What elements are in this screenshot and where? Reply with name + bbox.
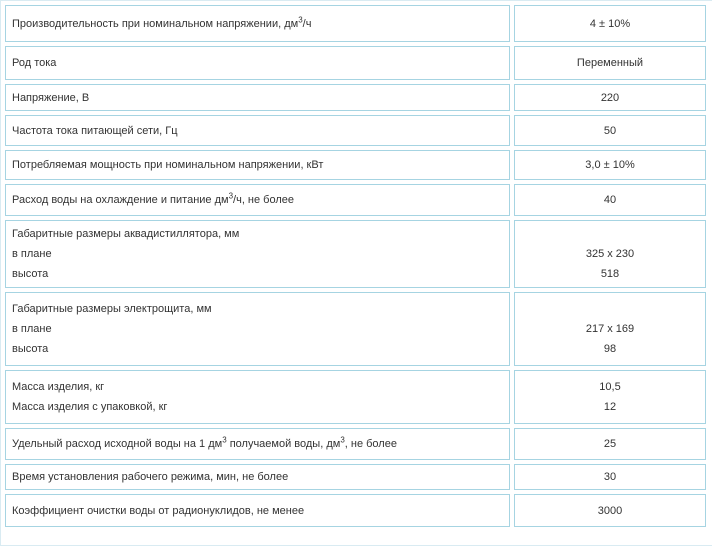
spec-value-line: 4 ± 10% bbox=[589, 17, 631, 30]
spec-value-line: 3000 bbox=[597, 504, 623, 517]
spec-label-line: Частота тока питающей сети, Гц bbox=[12, 121, 503, 141]
spec-value-line: 25 bbox=[603, 438, 617, 450]
superscript-text: 3 bbox=[340, 435, 345, 445]
spec-value-cell: 40 bbox=[514, 184, 706, 216]
spec-label-cell: Масса изделия, кг Масса изделия с упаковк… bbox=[5, 370, 510, 424]
label-text: высота bbox=[12, 268, 49, 280]
label-text: /ч, не более bbox=[233, 194, 295, 206]
spec-value-line bbox=[521, 224, 699, 244]
spec-label-line: Масса изделия, кг bbox=[12, 377, 503, 397]
spec-label-line: Габаритные размеры аквадистиллятора, мм bbox=[12, 224, 503, 244]
spec-label-line: Потребляемая мощность при номинальном на… bbox=[12, 155, 503, 175]
spec-value-line: 10,5 bbox=[599, 381, 621, 393]
spec-label-cell: Потребляемая мощность при номинальном на… bbox=[5, 150, 510, 180]
table-row: Расход воды на охлаждение и питание дм3/… bbox=[5, 184, 706, 216]
spec-label-line: Масса изделия с упаковкой, кг bbox=[12, 397, 503, 417]
spec-value-cell: Переменный bbox=[514, 46, 706, 80]
spec-label-line: Род тока bbox=[12, 53, 503, 73]
spec-value-line: 217 x 169 bbox=[585, 323, 635, 335]
label-text: Коэффициент очистки воды от радионуклидо… bbox=[12, 504, 305, 517]
spec-value-cell: 30 bbox=[514, 464, 706, 490]
label-text: в плане bbox=[12, 248, 52, 260]
label-text: Удельный расход исходной воды на 1 дм bbox=[12, 438, 223, 450]
spec-label-line: высота bbox=[12, 339, 503, 359]
spec-label-line: Удельный расход исходной воды на 1 дм3 п… bbox=[12, 434, 503, 454]
label-text: Время установления рабочего режима, мин,… bbox=[12, 471, 289, 483]
spec-value-line: 98 bbox=[603, 343, 617, 355]
spec-label-cell: Габаритные размеры аквадистиллятора, мм в… bbox=[5, 220, 510, 288]
table-row: Частота тока питающей сети, Гц 50 bbox=[5, 115, 706, 146]
label-text: высота bbox=[12, 343, 49, 355]
spec-label-line: Производительность при номинальном напря… bbox=[12, 14, 503, 34]
spec-table-body: Производительность при номинальном напря… bbox=[5, 5, 706, 527]
spec-value-line: 50 bbox=[603, 124, 617, 137]
spec-label-line: Время установления рабочего режима, мин,… bbox=[12, 467, 503, 487]
spec-value-line: 325 x 230 bbox=[585, 248, 635, 260]
spec-value-cell: 25 bbox=[514, 428, 706, 460]
spec-label-line: в плане bbox=[12, 244, 503, 264]
label-text: Габаритные размеры электрощита, мм bbox=[12, 303, 212, 315]
spec-value-cell: 220 bbox=[514, 84, 706, 111]
spec-label-line: Напряжение, В bbox=[12, 88, 503, 108]
spec-label-cell: Напряжение, В bbox=[5, 84, 510, 111]
label-text: , не более bbox=[344, 438, 397, 450]
spec-label-line: Габаритные размеры электрощита, мм bbox=[12, 299, 503, 319]
spec-value-line: 12 bbox=[603, 401, 617, 413]
spec-value-cell: 3,0 ± 10% bbox=[514, 150, 706, 180]
spec-value-cell: 217 x 169 98 bbox=[514, 292, 706, 366]
spec-label-cell: Род тока bbox=[5, 46, 510, 80]
spec-label-cell: Расход воды на охлаждение и питание дм3/… bbox=[5, 184, 510, 216]
spec-label-cell: Габаритные размеры электрощита, мм в план… bbox=[5, 292, 510, 366]
label-text: Род тока bbox=[12, 57, 57, 69]
label-text: Напряжение, В bbox=[12, 91, 90, 104]
spec-value-cell: 4 ± 10% bbox=[514, 5, 706, 42]
spec-label-cell: Коэффициент очистки воды от радионуклидо… bbox=[5, 494, 510, 527]
table-row: Масса изделия, кг Масса изделия с упаковк… bbox=[5, 370, 706, 424]
label-text: /ч bbox=[302, 17, 312, 30]
table-row: Род тока Переменный bbox=[5, 46, 706, 80]
table-row: Производительность при номинальном напря… bbox=[5, 5, 706, 42]
table-row: Напряжение, В 220 bbox=[5, 84, 706, 111]
spec-value-line: 518 bbox=[600, 268, 620, 280]
label-text: в плане bbox=[12, 323, 52, 335]
table-row: Удельный расход исходной воды на 1 дм3 п… bbox=[5, 428, 706, 460]
spec-label-cell: Производительность при номинальном напря… bbox=[5, 5, 510, 42]
spec-value-line bbox=[521, 299, 699, 319]
spec-label-line: в плане bbox=[12, 319, 503, 339]
table-row: Потребляемая мощность при номинальном на… bbox=[5, 150, 706, 180]
superscript-text: 3 bbox=[298, 14, 303, 24]
spec-value-line: 220 bbox=[600, 91, 620, 104]
label-text: Производительность при номинальном напря… bbox=[12, 17, 299, 30]
spec-label-cell: Удельный расход исходной воды на 1 дм3 п… bbox=[5, 428, 510, 460]
spec-value-line: 3,0 ± 10% bbox=[585, 159, 635, 171]
table-row: Габаритные размеры аквадистиллятора, мм в… bbox=[5, 220, 706, 288]
label-text: получаемой воды, дм bbox=[226, 438, 341, 450]
label-text: Габаритные размеры аквадистиллятора, мм bbox=[12, 228, 240, 240]
spec-value-cell: 3000 bbox=[514, 494, 706, 527]
table-row: Коэффициент очистки воды от радионуклидо… bbox=[5, 494, 706, 527]
table-row: Время установления рабочего режима, мин,… bbox=[5, 464, 706, 490]
label-text: Масса изделия, кг bbox=[12, 381, 105, 393]
spec-label-cell: Время установления рабочего режима, мин,… bbox=[5, 464, 510, 490]
spec-label-line: высота bbox=[12, 264, 503, 284]
label-text: Масса изделия с упаковкой, кг bbox=[12, 401, 168, 413]
spec-table: Производительность при номинальном напря… bbox=[1, 1, 710, 531]
label-text: Частота тока питающей сети, Гц bbox=[12, 124, 178, 137]
spec-label-line: Коэффициент очистки воды от радионуклидо… bbox=[12, 501, 503, 521]
spec-value-line: 40 bbox=[603, 194, 617, 206]
table-row: Габаритные размеры электрощита, мм в план… bbox=[5, 292, 706, 366]
superscript-text: 3 bbox=[222, 435, 227, 445]
spec-value-line: 30 bbox=[603, 471, 617, 483]
spec-value-cell: 325 x 230 518 bbox=[514, 220, 706, 288]
superscript-text: 3 bbox=[228, 191, 234, 201]
spec-value-line: Переменный bbox=[576, 57, 644, 69]
label-text: Расход воды на охлаждение и питание дм bbox=[12, 194, 229, 206]
spec-label-line: Расход воды на охлаждение и питание дм3/… bbox=[12, 190, 503, 210]
label-text: Потребляемая мощность при номинальном на… bbox=[12, 159, 324, 171]
spec-label-cell: Частота тока питающей сети, Гц bbox=[5, 115, 510, 146]
spec-value-cell: 50 bbox=[514, 115, 706, 146]
spec-value-cell: 10,5 12 bbox=[514, 370, 706, 424]
